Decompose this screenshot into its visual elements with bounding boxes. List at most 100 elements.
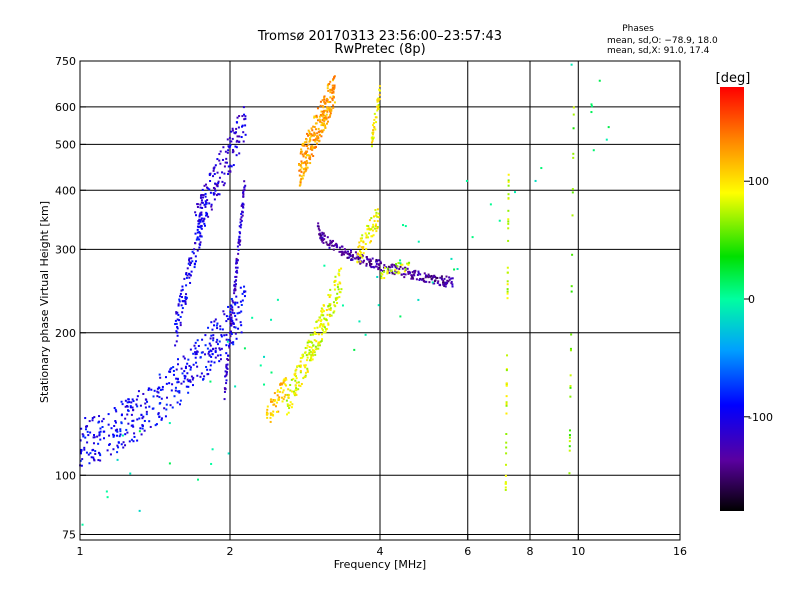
data-point	[300, 162, 303, 165]
data-point	[232, 164, 235, 167]
data-point	[185, 293, 188, 296]
data-point	[238, 231, 241, 234]
data-point	[311, 349, 314, 352]
data-point	[126, 413, 129, 416]
data-point	[377, 105, 380, 108]
data-point	[571, 253, 574, 256]
data-point	[304, 346, 307, 349]
data-point	[298, 163, 301, 166]
data-point	[376, 105, 379, 108]
data-point	[336, 301, 339, 304]
data-point	[370, 235, 373, 238]
data-point	[386, 270, 389, 273]
data-point	[333, 288, 336, 291]
data-point	[168, 370, 171, 373]
data-point	[401, 267, 404, 270]
data-point	[204, 344, 207, 347]
data-point	[114, 421, 117, 424]
data-point	[378, 93, 381, 96]
data-point	[330, 240, 333, 243]
data-point	[231, 306, 234, 309]
data-point	[209, 191, 212, 194]
data-point	[453, 268, 456, 271]
data-point	[338, 274, 341, 277]
data-point	[174, 344, 177, 347]
data-point	[425, 280, 428, 283]
data-point	[197, 220, 200, 223]
data-point	[213, 324, 216, 327]
data-point	[302, 144, 305, 147]
data-point	[206, 213, 209, 216]
data-point	[280, 387, 283, 390]
x-axis-label: Frequency [MHz]	[334, 558, 426, 571]
data-point	[241, 205, 244, 208]
data-point	[97, 451, 100, 454]
data-point	[371, 124, 374, 127]
data-point	[194, 351, 197, 354]
data-point	[322, 117, 325, 120]
data-point	[210, 321, 213, 324]
data-point	[379, 269, 382, 272]
data-point	[170, 389, 173, 392]
data-point	[159, 389, 162, 392]
data-point	[340, 250, 343, 253]
data-point	[230, 332, 233, 335]
data-point	[303, 141, 306, 144]
data-point	[214, 164, 217, 167]
data-point	[187, 380, 190, 383]
data-point	[296, 365, 299, 368]
data-point	[178, 319, 181, 322]
data-point	[230, 318, 233, 321]
data-point	[234, 332, 237, 335]
data-point	[251, 316, 254, 319]
data-point	[84, 436, 87, 439]
data-point	[314, 128, 317, 131]
data-point	[270, 398, 273, 401]
data-point	[130, 413, 133, 416]
data-point	[141, 424, 144, 427]
data-point	[306, 162, 309, 165]
data-point	[408, 261, 411, 264]
data-point	[108, 434, 111, 437]
data-point	[388, 271, 391, 274]
data-point	[279, 383, 282, 386]
data-point	[403, 276, 406, 279]
data-point	[315, 320, 318, 323]
data-point	[329, 112, 332, 115]
data-point	[359, 237, 362, 240]
data-point	[321, 323, 324, 326]
data-point	[240, 219, 243, 222]
data-point	[183, 370, 186, 373]
data-point	[383, 270, 386, 273]
data-point	[351, 258, 354, 261]
data-point	[194, 211, 197, 214]
data-point	[304, 371, 307, 374]
data-point	[183, 377, 186, 380]
data-point	[121, 434, 124, 437]
data-point	[85, 451, 88, 454]
data-point	[135, 398, 138, 401]
data-point	[228, 343, 231, 346]
x-tick-label: 4	[377, 545, 384, 558]
data-point	[436, 281, 439, 284]
data-point	[244, 115, 247, 118]
data-point	[208, 173, 211, 176]
data-point	[185, 385, 188, 388]
data-point	[368, 260, 371, 263]
data-point	[240, 216, 243, 219]
data-point	[314, 348, 317, 351]
data-point	[446, 279, 449, 282]
data-point	[317, 127, 320, 130]
data-point	[112, 448, 115, 451]
data-point	[177, 381, 180, 384]
data-point	[361, 234, 364, 237]
data-point	[285, 399, 288, 402]
data-point	[303, 152, 306, 155]
data-point	[238, 311, 241, 314]
data-point	[318, 133, 321, 136]
data-point	[176, 358, 179, 361]
data-point	[236, 266, 239, 269]
data-point	[212, 175, 215, 178]
data-point	[569, 349, 572, 352]
data-point	[223, 172, 226, 175]
